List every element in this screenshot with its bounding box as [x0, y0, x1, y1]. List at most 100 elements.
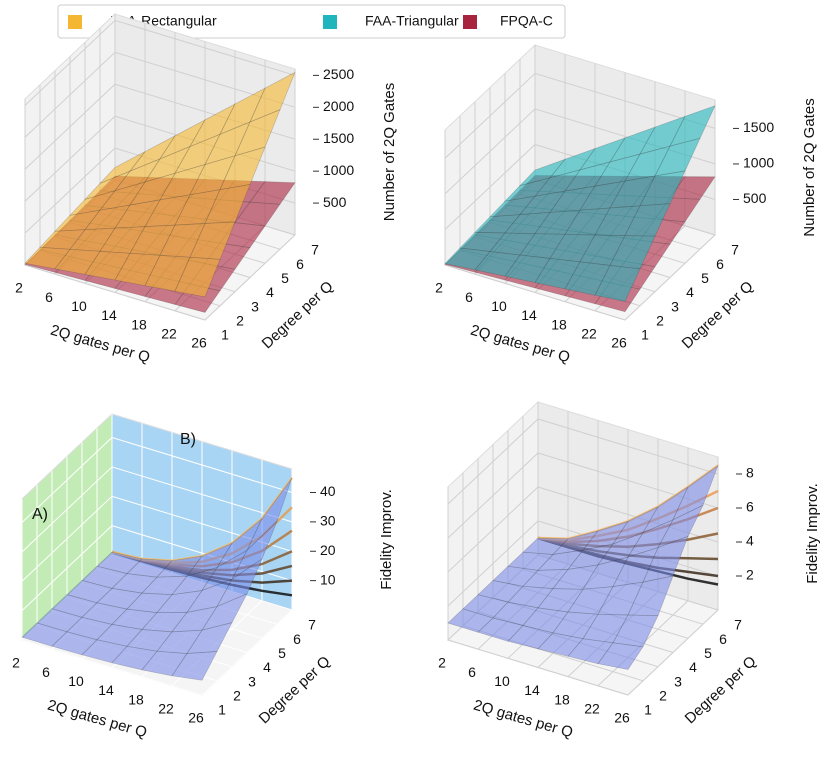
annotation: B) — [180, 431, 196, 448]
y-tick-label: 2 — [656, 313, 664, 329]
y-tick-label: 6 — [293, 631, 301, 647]
surface-patch — [249, 71, 296, 123]
x-tick-label: 2 — [12, 655, 20, 671]
z-axis-label: Fidelity Improv. — [804, 483, 821, 584]
y-tick-label: 3 — [248, 673, 256, 689]
grid-line — [444, 130, 626, 321]
x-tick-label: 10 — [491, 298, 507, 314]
grid-line — [21, 466, 293, 553]
legend-label: FPQA-C — [500, 13, 553, 29]
grid-line — [21, 499, 203, 696]
y-tick-label: 6 — [296, 256, 304, 272]
x-tick-label: 22 — [161, 326, 177, 342]
legend-label: FAA-Triangular — [365, 13, 459, 29]
z-tick-label: 1000 — [323, 162, 354, 178]
y-tick-label: 2 — [233, 688, 241, 704]
legend-swatch — [68, 15, 82, 29]
y-tick-label: 4 — [263, 659, 271, 675]
x-tick-label: 6 — [468, 664, 476, 680]
y-tick-label: 3 — [671, 298, 679, 314]
x-tick-label: 14 — [524, 682, 540, 698]
z-tick-label: 1500 — [743, 119, 774, 135]
z-tick-label: 2500 — [323, 66, 354, 82]
x-tick-label: 14 — [101, 307, 117, 323]
x-tick-label: 6 — [42, 664, 50, 680]
x-tick-label: 26 — [611, 335, 627, 351]
x-tick-label: 10 — [71, 298, 87, 314]
z-axis-label: Number of 2Q Gates — [801, 98, 818, 236]
x-tick-label: 10 — [68, 673, 84, 689]
y-tick-label: 4 — [266, 284, 274, 300]
z-axis-label: Fidelity Improv. — [378, 489, 395, 590]
legend-frame — [57, 4, 566, 39]
y-tick-label: 7 — [731, 242, 739, 258]
y-tick-label: 6 — [719, 631, 727, 647]
y-tick-label: 7 — [308, 617, 316, 633]
grid-line — [21, 436, 293, 523]
surface-patch — [171, 651, 218, 681]
x-tick-label: 22 — [584, 701, 600, 717]
z-tick-label: 6 — [746, 499, 754, 515]
z-tick-label: 40 — [320, 483, 336, 499]
y-tick-label: 1 — [644, 702, 652, 718]
y-tick-label: 7 — [734, 617, 742, 633]
grid-line — [444, 72, 716, 159]
x-tick-label: 2 — [15, 280, 23, 296]
grid-line — [24, 51, 296, 138]
surface-patch — [201, 593, 248, 631]
x-tick-label: 22 — [158, 701, 174, 717]
y-tick-label: 7 — [311, 242, 319, 258]
z-tick-label: 30 — [320, 513, 336, 529]
x-tick-label: 18 — [131, 316, 147, 332]
grid-line — [24, 99, 206, 321]
legend: FAA-Rectangular FAA-Triangular FPQA-C — [57, 4, 566, 39]
x-tick-label: 14 — [521, 307, 537, 323]
y-tick-label: 5 — [701, 270, 709, 286]
y-tick-label: 2 — [236, 313, 244, 329]
y-tick-label: 4 — [686, 284, 694, 300]
surface-patch — [594, 265, 641, 302]
grid-line — [21, 495, 293, 582]
legend-swatch — [323, 15, 337, 29]
x-tick-label: 26 — [614, 710, 630, 726]
y-tick-label: 1 — [221, 327, 229, 343]
x-tick-label: 22 — [581, 326, 597, 342]
z-tick-label: 1000 — [743, 155, 774, 171]
x-tick-label: 26 — [188, 710, 204, 726]
x-tick-label: 6 — [465, 289, 473, 305]
y-tick-label: 4 — [689, 659, 697, 675]
z-tick-label: 2 — [746, 567, 754, 583]
y-tick-label: 1 — [218, 702, 226, 718]
surface-patch — [249, 181, 296, 205]
y-tick-label: 3 — [674, 673, 682, 689]
y-tick-label: 6 — [716, 256, 724, 272]
x-tick-label: 18 — [128, 691, 144, 707]
y-tick-label: 5 — [278, 645, 286, 661]
z-tick-label: 500 — [743, 190, 767, 206]
x-tick-label: 6 — [45, 289, 53, 305]
y-tick-label: 5 — [281, 270, 289, 286]
y-tick-label: 5 — [704, 645, 712, 661]
z-tick-label: 500 — [323, 194, 347, 210]
surface-patch — [597, 642, 644, 670]
grid-line — [447, 452, 719, 539]
surface-patch — [234, 109, 281, 157]
y-tick-label: 1 — [641, 327, 649, 343]
legend-swatch — [463, 15, 477, 29]
x-tick-label: 18 — [551, 316, 567, 332]
x-tick-label: 10 — [494, 673, 510, 689]
z-axis-label: Number of 2Q Gates — [381, 83, 398, 221]
x-tick-label: 14 — [98, 682, 114, 698]
x-tick-label: 26 — [191, 335, 207, 351]
y-tick-label: 2 — [659, 688, 667, 704]
surface-patch — [174, 256, 221, 298]
z-tick-label: 8 — [746, 465, 754, 481]
grid-line — [447, 418, 719, 505]
annotation: A) — [32, 506, 48, 523]
x-tick-label: 2 — [435, 280, 443, 296]
z-tick-label: 20 — [320, 542, 336, 558]
